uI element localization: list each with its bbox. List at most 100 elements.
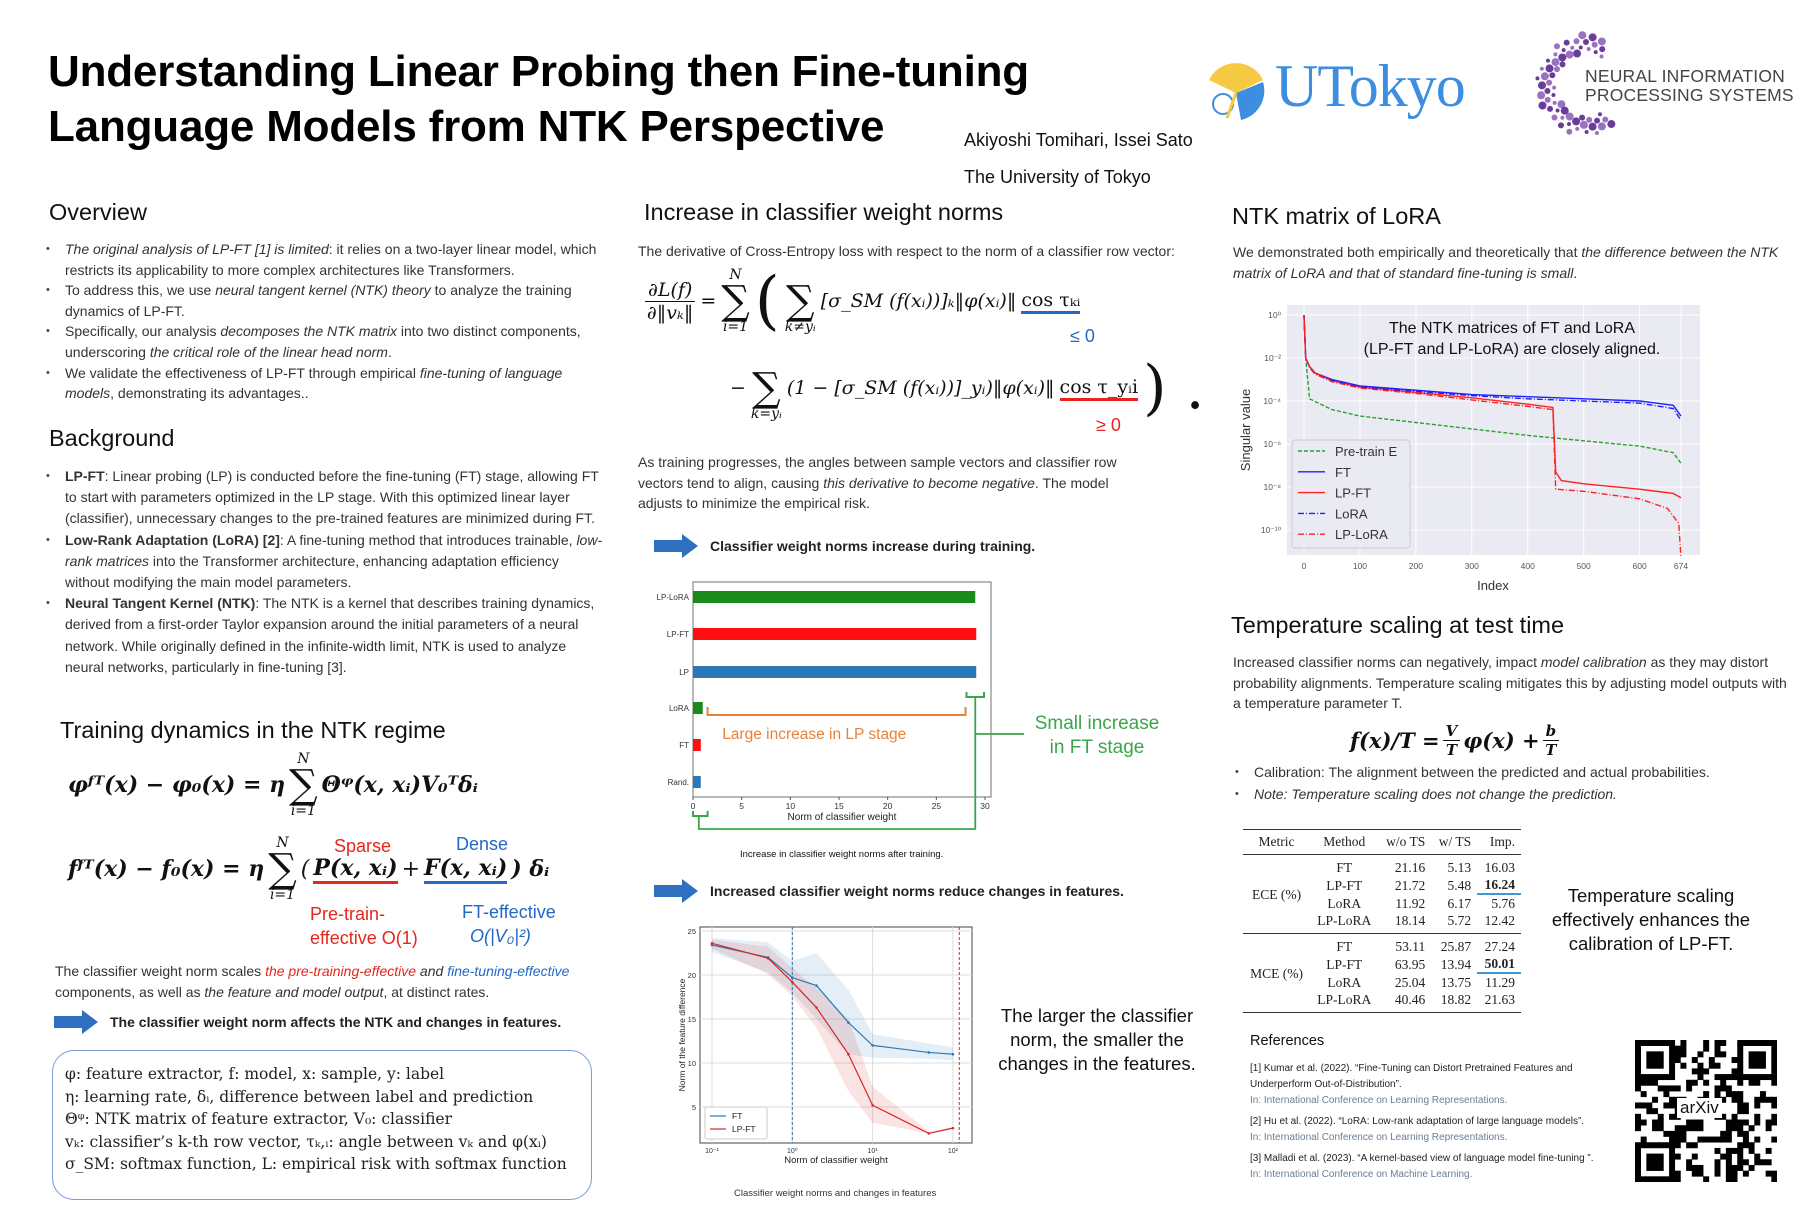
norms-takeaway-2: Increased classifier weight norms reduce… <box>654 879 1124 903</box>
neurips-dot <box>1544 96 1551 103</box>
qr-module <box>1646 1074 1653 1081</box>
qr-module <box>1720 1096 1727 1103</box>
qr-module <box>1669 1147 1676 1154</box>
data-point <box>847 1021 850 1024</box>
qr-module <box>1663 1142 1670 1149</box>
references-heading: References <box>1250 1033 1325 1049</box>
y-tick-label: LoRA <box>669 704 690 713</box>
affiliation: The University of Tokyo <box>964 167 1151 187</box>
reference-text: [3] Malladi et al. (2023). “A kernel-bas… <box>1250 1153 1594 1164</box>
neurips-dot <box>1553 43 1560 50</box>
large-increase-annotation: Large increase in LP stage <box>722 726 906 743</box>
neurips-dot <box>1563 39 1570 46</box>
qr-module <box>1754 1119 1761 1126</box>
neurips-dot <box>1538 81 1547 90</box>
y-tick-label: 20 <box>688 971 696 980</box>
qr-code-icon <box>1635 1040 1778 1183</box>
text-run: The classifier weight norm scales <box>55 963 266 979</box>
qr-module <box>1680 1130 1687 1137</box>
qr-module <box>1686 1164 1693 1171</box>
text-run: the difference between the NTK matrix of… <box>1233 244 1779 281</box>
text-run: and <box>416 963 448 979</box>
table-cell: LP-FT <box>1326 956 1363 972</box>
y-tick-label: Rand. <box>668 778 689 787</box>
table-row: ECE (%) FT 21.16 5.13 16.03 <box>1243 855 1521 902</box>
neurips-dot <box>1566 128 1573 135</box>
qr-module <box>1669 1164 1676 1171</box>
ft-label-line2: O(|V₀|²) <box>470 926 531 946</box>
legend-box <box>1291 439 1411 549</box>
qr-module <box>1737 1045 1744 1052</box>
qr-module <box>1669 1068 1676 1075</box>
neurips-dot <box>1578 31 1587 40</box>
neurips-logo: NEURAL INFORMATION PROCESSING SYSTEMS <box>1531 29 1801 144</box>
text-run: the pre-training-effective <box>265 963 417 979</box>
neurips-dot <box>1594 130 1599 135</box>
annotation-line: in FT stage <box>1049 737 1145 758</box>
qr-module <box>1714 1159 1721 1166</box>
qr-module <box>1669 1074 1676 1081</box>
norms-heading: Increase in classifier weight norms <box>644 199 1004 225</box>
right-arrow-icon <box>654 534 698 558</box>
big-open-paren: ( <box>754 264 780 338</box>
qr-module <box>1754 1040 1761 1046</box>
qr-module <box>1674 1125 1681 1132</box>
qr-module <box>1771 1051 1778 1058</box>
confidence-band-ft <box>712 938 953 1061</box>
neurips-dot <box>1607 120 1616 129</box>
text-run: As training progresses, the angles betwe… <box>638 454 1117 491</box>
qr-module <box>1657 1057 1664 1064</box>
eq2-lhs: fᶠᵀ(x) − f₀(x) = η <box>68 856 265 882</box>
x-tick-label: 600 <box>1633 561 1647 571</box>
neurips-dot <box>1584 129 1589 134</box>
qr-module <box>1742 1040 1749 1046</box>
qr-module <box>1754 1153 1761 1160</box>
arxiv-qr-code[interactable]: arXiv <box>1635 1040 1778 1183</box>
qr-module <box>1640 1079 1647 1086</box>
qr-module <box>1748 1164 1755 1171</box>
neurips-dot <box>1545 58 1550 63</box>
neurips-dot <box>1557 100 1566 109</box>
qr-module <box>1680 1062 1687 1069</box>
qr-module <box>1720 1040 1727 1046</box>
text-run: , demonstrating its advantages.. <box>110 385 309 402</box>
qr-module <box>1652 1153 1659 1160</box>
qr-module <box>1697 1136 1704 1143</box>
table-row: LP-LoRA 18.14 5.72 12.42 <box>1243 912 1521 934</box>
cos-nonlabel: cos τₖᵢ <box>1021 289 1081 314</box>
norms-takeaway-1: Classifier weight norms increase during … <box>654 534 1035 558</box>
neurips-dot <box>1573 49 1582 58</box>
text-run: Specifically, our analysis <box>65 323 221 340</box>
legend-label: LP-LoRA <box>1335 527 1388 542</box>
qr-module <box>1674 1136 1681 1143</box>
qr-module <box>1759 1159 1766 1166</box>
qr-module <box>1674 1051 1681 1058</box>
qr-module <box>1646 1057 1653 1064</box>
table-cell: 6.17 <box>1447 895 1472 911</box>
qr-module <box>1737 1068 1744 1075</box>
qr-module <box>1646 1108 1653 1115</box>
qr-module <box>1703 1040 1710 1046</box>
sum-lower: k≠yᵢ <box>784 319 816 335</box>
qr-module <box>1669 1176 1676 1183</box>
qr-module <box>1646 1051 1653 1058</box>
neurips-dot <box>1597 112 1602 117</box>
neurips-dot <box>1553 66 1560 73</box>
qr-module <box>1725 1085 1732 1092</box>
qr-module <box>1652 1119 1659 1126</box>
qr-module <box>1714 1085 1721 1092</box>
qr-module <box>1652 1040 1659 1046</box>
pretrain-effective-term: P(x, xᵢ) <box>313 855 398 884</box>
metric-cell: ECE (%) <box>1251 886 1302 902</box>
neurips-dot <box>1566 122 1571 127</box>
confidence-band-lp-ft <box>712 939 953 1134</box>
text-run: : The NTK is a kernel that describes tra… <box>65 595 595 675</box>
table-cell: 5.48 <box>1447 877 1472 893</box>
neurips-dot <box>1591 41 1598 48</box>
text-run: LP-FT <box>65 468 105 484</box>
neurips-dot <box>1555 108 1560 113</box>
y-tick-label: LP-FT <box>667 630 689 639</box>
formula-mid: φ(x) + <box>1463 728 1540 753</box>
qr-module <box>1680 1051 1687 1058</box>
qr-module <box>1720 1130 1727 1137</box>
